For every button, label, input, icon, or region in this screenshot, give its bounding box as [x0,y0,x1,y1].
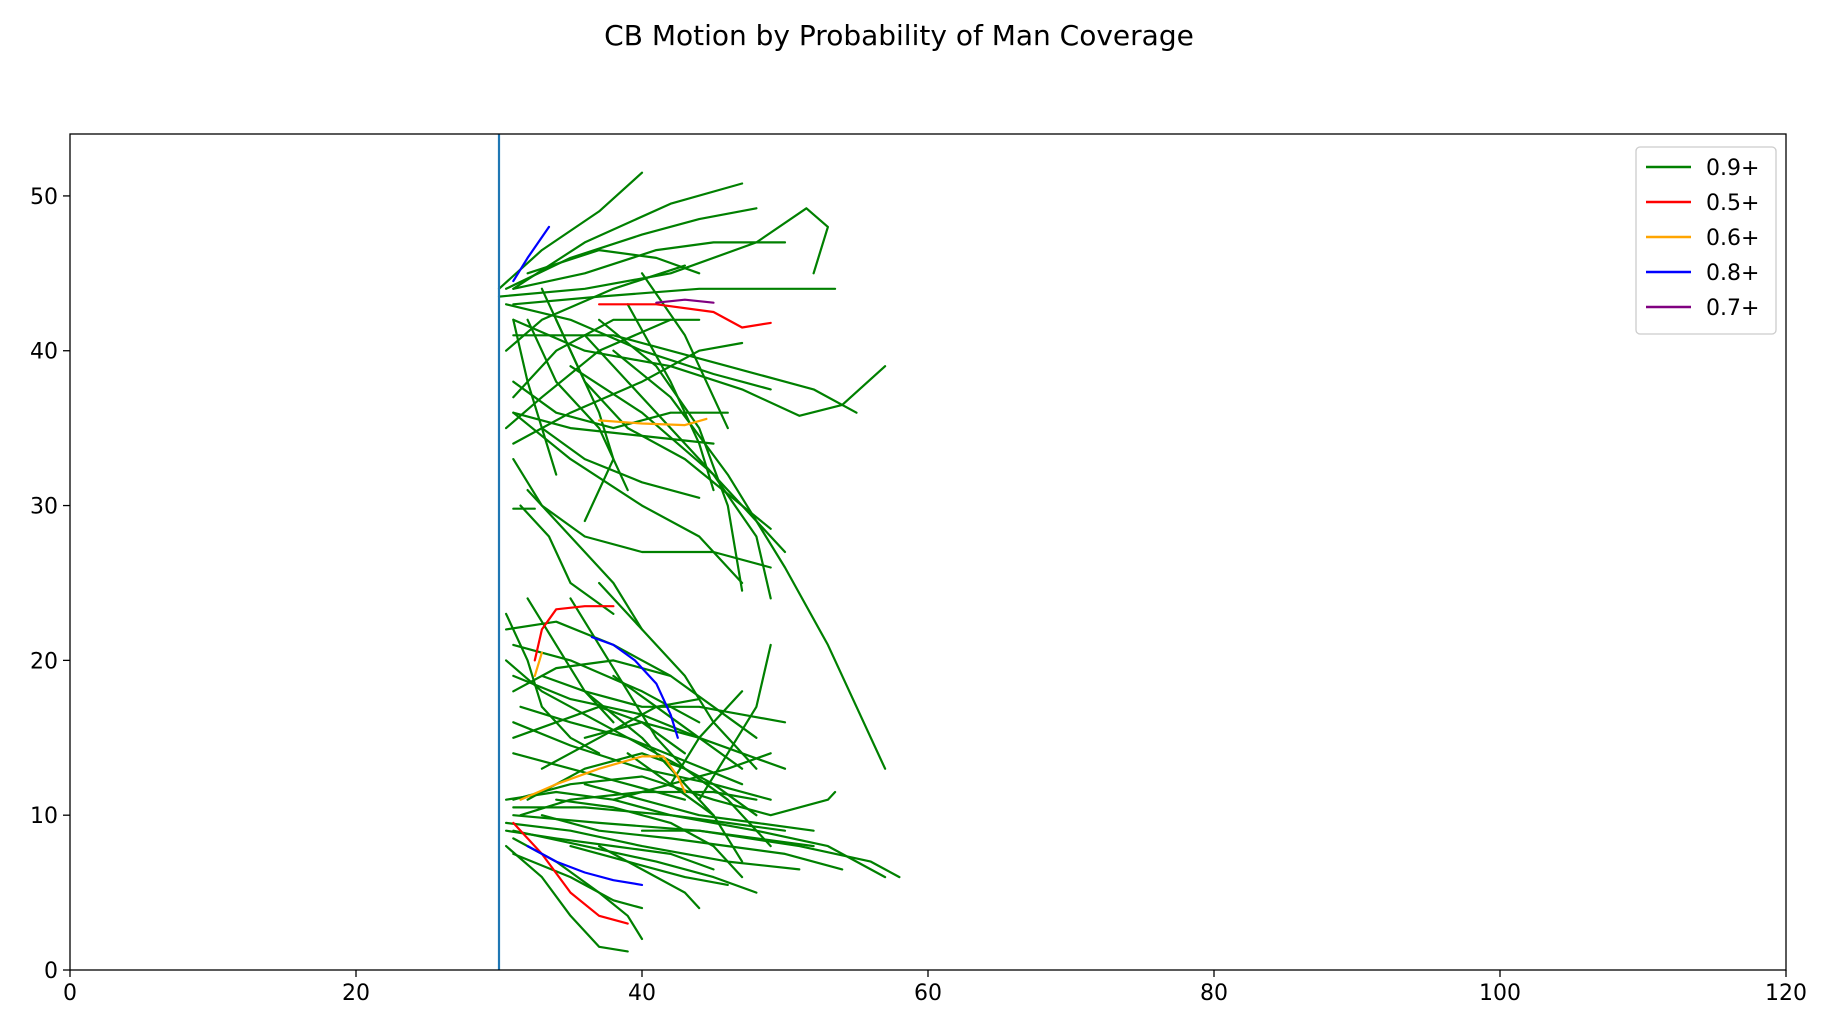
x-tick-label: 100 [1479,981,1521,1006]
trajectory-09-42 [526,597,615,724]
legend-label: 0.5+ [1706,191,1759,216]
trajectory-09-15 [512,458,772,569]
trajectory-06-2 [533,651,543,677]
trajectory-09-71 [669,690,744,786]
trajectory-09-46 [583,690,787,724]
plot-area [497,134,901,970]
trajectory-09-8 [512,241,787,290]
trajectory-09-49 [512,806,887,879]
trajectory-09-31 [512,411,715,445]
y-tick-label: 40 [30,340,58,365]
trajectory-09-44 [598,581,758,770]
trajectory-09-20 [512,318,558,476]
trajectory-09-16 [512,411,744,585]
trajectory-09-4 [512,287,837,306]
trajectory-05-2 [512,821,629,925]
trajectory-09-58 [540,814,844,871]
trajectory-06-0 [598,417,708,427]
trajectory-09-63 [612,752,772,801]
legend-label: 0.9+ [1706,156,1759,181]
axes: 0 20 40 60 80 100 120 0 10 20 30 40 50 [30,133,1807,1006]
trajectory-09-5 [505,303,772,391]
trajectory-09-70 [698,643,772,801]
trajectory-09-64 [640,829,815,848]
trajectory-09-29 [640,272,729,430]
x-tick-label: 0 [63,981,77,1006]
trajectory-07-0 [655,298,715,304]
trajectory-09-55 [512,775,837,817]
x-tick-label: 80 [1200,981,1228,1006]
y-tick-label: 20 [30,649,58,674]
trajectory-09-67 [583,721,744,770]
trajectory-09-43 [569,597,686,770]
x-tick-label: 120 [1765,981,1807,1006]
legend-box [1635,146,1777,335]
trajectory-09-7 [512,334,858,414]
y-tick-label: 50 [30,185,58,210]
trajectory-09-32 [505,620,758,739]
trajectory-09-10 [505,264,686,352]
trajectory-09-1 [505,207,758,290]
legend-label: 0.8+ [1706,261,1759,286]
x-tick-label: 60 [914,981,942,1006]
trajectory-09-13 [505,318,672,430]
legend: 0.9+ 0.5+ 0.6+ 0.8+ 0.7+ [1635,146,1777,335]
trajectory-09-51 [505,821,801,871]
trajectory-09-26 [569,365,772,600]
trajectory-05-1 [533,605,615,662]
trajectory-09-3 [497,207,829,298]
x-tick-label: 20 [342,981,370,1006]
trajectory-09-28 [626,303,715,492]
x-tick-label: 40 [628,981,656,1006]
trajectory-09-24 [583,334,787,554]
trajectory-09-2 [512,182,744,290]
trajectory-09-52 [512,829,758,894]
trajectory-09-69 [598,845,701,910]
legend-label: 0.6+ [1706,226,1759,251]
trajectory-09-27 [598,318,744,592]
legend-label: 0.7+ [1706,296,1759,321]
trajectory-09-62 [583,783,815,832]
y-tick-label: 30 [30,495,58,520]
trajectory-09-38 [512,721,772,801]
trajectory-09-17 [519,504,615,615]
trajectory-06-1 [519,755,686,801]
trajectory-09-35 [512,674,701,739]
trajectory-09-61 [512,852,644,910]
trajectory-09-59 [555,798,744,879]
trajectory-08-0 [512,225,551,283]
trajectory-08-1 [590,636,679,739]
trajectory-09-48 [505,790,787,832]
trajectory-09-66 [540,698,701,770]
plot-frame [69,133,1787,971]
trajectory-09-68 [626,752,744,863]
trajectory-09-9 [526,249,701,275]
trajectory-08-2 [526,845,644,886]
y-tick-label: 0 [44,959,58,984]
y-tick-label: 10 [30,804,58,829]
trajectory-05-0 [598,303,772,329]
trajectory-09-65 [569,845,729,886]
trajectory-09-25 [612,349,887,770]
trajectory-09-37 [519,705,744,786]
trajectory-09-41 [505,612,601,755]
chart-title: CB Motion by Probability of Man Coverage [604,19,1194,52]
trajectory-09-54 [505,845,629,953]
trajectory-09-60 [505,829,715,871]
trajectory-09-57 [526,752,772,848]
trajectory-09-19 [526,489,644,631]
trajectory-09-30 [540,427,701,499]
